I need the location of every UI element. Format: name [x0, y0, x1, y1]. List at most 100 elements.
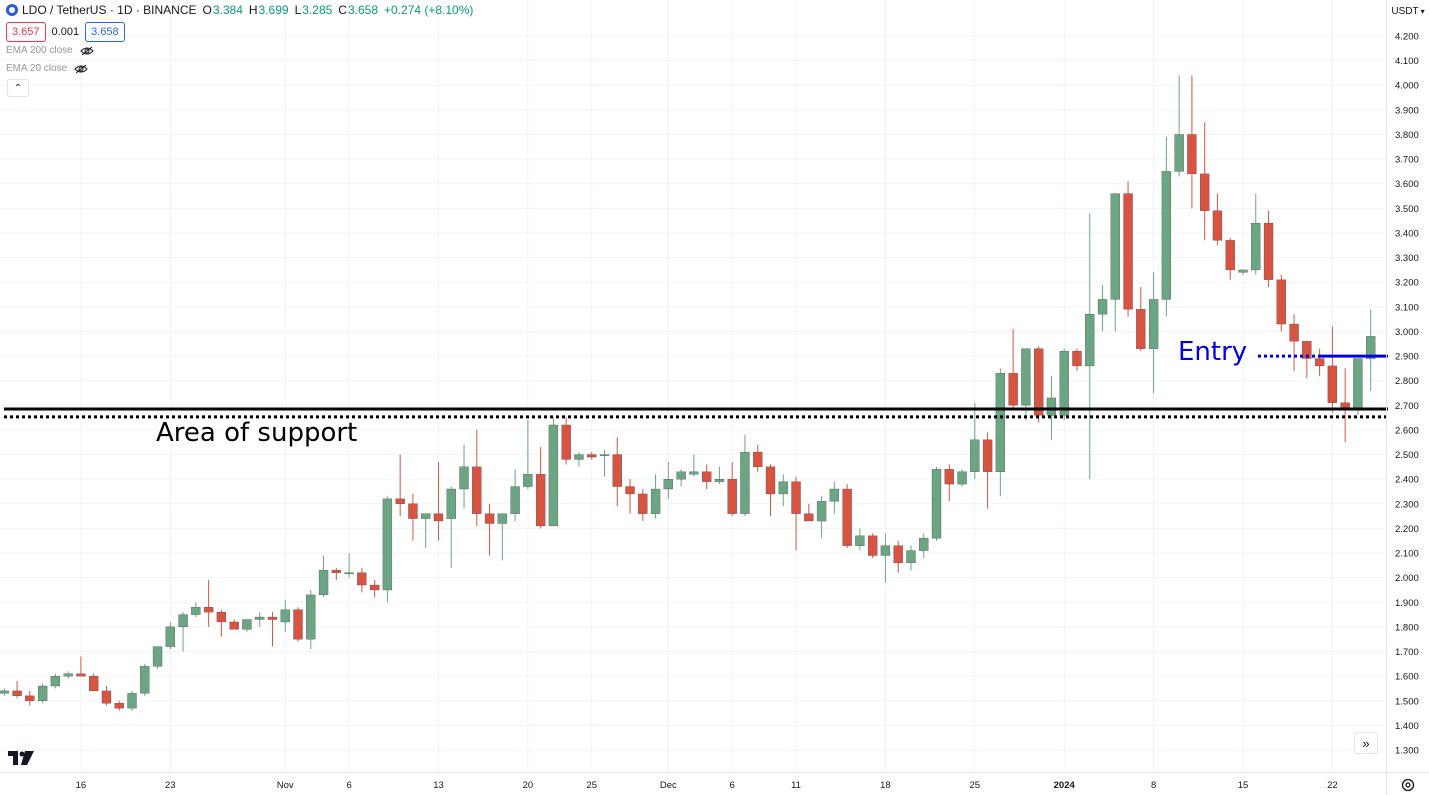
candle-body — [612, 454, 622, 487]
price-tick-label: 3.200 — [1395, 278, 1419, 289]
time-axis[interactable]: 16 23 Nov 6 13 20 25 Dec 6 11 18 25 2024 8 15 22 — [0, 772, 1429, 792]
candle-up — [599, 449, 610, 477]
price-tick-label: 2.000 — [1395, 573, 1419, 584]
candle-body — [906, 550, 916, 564]
candle-down — [369, 580, 380, 598]
trade-buttons: 3.657 0.001 3.658 — [6, 22, 125, 42]
candle-down — [1276, 274, 1286, 332]
candle-body — [306, 594, 316, 640]
candle-down — [408, 493, 418, 541]
price-tick-label: 1.300 — [1395, 746, 1419, 757]
candle-up — [523, 420, 533, 490]
candle-up — [510, 469, 520, 522]
candle-body — [127, 693, 137, 709]
candle-up — [548, 417, 559, 527]
candle-body — [12, 690, 22, 696]
indicator-label: EMA 200 close — [6, 45, 73, 56]
candle-body — [344, 572, 354, 575]
candle-down — [1200, 122, 1210, 241]
candle-body — [548, 424, 559, 527]
candle-body — [433, 513, 444, 522]
symbol-title[interactable]: LDO / TetherUS · 1D · BINANCE — [22, 3, 197, 17]
candle-body — [152, 646, 163, 667]
candle-down — [625, 479, 635, 514]
chart-grid — [0, 0, 1386, 772]
candle-down — [535, 447, 546, 529]
price-tick-label: 2.200 — [1395, 524, 1419, 535]
candle-body — [191, 607, 201, 615]
price-axis[interactable]: 4.200 4.100 4.000 3.900 3.800 3.700 3.600 3.500… — [1386, 0, 1419, 795]
candle-down — [203, 580, 214, 627]
candle-up — [50, 673, 61, 689]
candle-body — [178, 614, 188, 628]
candle-body — [791, 481, 801, 514]
candle-down — [293, 607, 303, 642]
candle-body — [868, 535, 878, 556]
candle-down — [561, 417, 571, 465]
candle-up — [152, 646, 163, 669]
sell-button[interactable]: 3.657 — [6, 22, 46, 42]
candle-body — [25, 695, 35, 701]
price-tick-label: 4.100 — [1395, 56, 1419, 67]
chevron-up-icon[interactable]: ⌃ — [7, 79, 29, 97]
time-tick-label: 25 — [586, 780, 597, 791]
candle-body — [497, 513, 507, 524]
candle-down — [804, 503, 814, 522]
candle-body — [1072, 350, 1082, 367]
double-chevron-right-icon[interactable]: » — [1354, 732, 1378, 754]
candle-body — [0, 690, 9, 694]
time-tick-label: 8 — [1151, 780, 1156, 791]
price-tick-label: 2.700 — [1395, 401, 1419, 412]
candle-up — [446, 486, 456, 568]
candle-body — [510, 486, 520, 514]
indicator-ema20[interactable]: EMA 20 close — [6, 63, 88, 74]
candle-body — [1034, 348, 1044, 416]
candle-body — [459, 466, 469, 490]
candle-body — [1174, 134, 1184, 172]
eye-off-icon[interactable] — [80, 46, 94, 56]
time-tick-label: 11 — [791, 780, 801, 791]
time-tick-label: 13 — [433, 780, 444, 791]
price-tick-label: 3.900 — [1395, 105, 1419, 116]
high-value: 3.699 — [258, 3, 289, 17]
candle-body — [893, 545, 903, 564]
candle-down — [433, 461, 444, 541]
candle-body — [1008, 373, 1018, 406]
tradingview-logo — [8, 751, 34, 765]
close-label: C — [338, 3, 347, 17]
candle-down — [702, 464, 712, 490]
candle-body — [114, 703, 124, 709]
candle-body — [1366, 336, 1376, 359]
candle-body — [382, 498, 393, 591]
candle-up — [37, 683, 48, 704]
low-label: L — [294, 3, 302, 17]
time-tick-label: 16 — [76, 780, 87, 791]
price-tick-label: 1.700 — [1395, 647, 1419, 658]
indicator-ema200[interactable]: EMA 200 close — [6, 45, 94, 56]
currency-selector[interactable]: USDT ▾ — [1390, 2, 1426, 20]
close-value: 3.658 — [347, 3, 378, 17]
candle-down — [868, 533, 878, 558]
candle-up — [1161, 136, 1172, 317]
candle-up — [1251, 193, 1261, 275]
candle-down — [395, 454, 405, 517]
candle-down — [1212, 193, 1223, 246]
gear-icon[interactable] — [1399, 776, 1417, 794]
price-tick-label: 1.400 — [1395, 721, 1419, 732]
candle-up — [1353, 358, 1363, 416]
candle-body — [919, 538, 929, 551]
candle-up — [191, 602, 201, 618]
candle-body — [638, 493, 648, 514]
eye-off-icon[interactable] — [74, 64, 88, 74]
chevron-down-icon: ▾ — [1420, 6, 1425, 16]
candle-up — [0, 688, 9, 696]
candle-body — [1161, 171, 1172, 300]
price-tick-label: 2.600 — [1395, 425, 1419, 436]
candle-body — [1302, 341, 1312, 359]
candle-down — [1314, 348, 1325, 376]
candle-up — [1148, 272, 1159, 393]
candle-up — [663, 461, 673, 499]
indicator-label: EMA 20 close — [6, 63, 68, 74]
buy-button[interactable]: 3.658 — [85, 22, 125, 42]
